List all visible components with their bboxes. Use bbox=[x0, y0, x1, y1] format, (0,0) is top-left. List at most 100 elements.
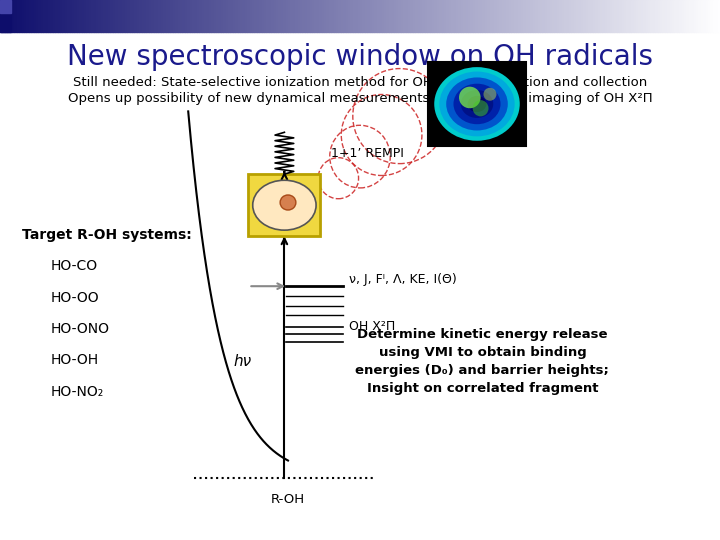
Bar bbox=[264, 0, 266, 32]
Bar bbox=[192, 0, 194, 32]
Bar bbox=[506, 0, 509, 32]
Bar bbox=[684, 0, 686, 32]
Bar bbox=[595, 0, 598, 32]
Bar bbox=[65, 0, 67, 32]
Bar bbox=[53, 0, 55, 32]
Bar bbox=[346, 0, 348, 32]
Bar bbox=[387, 0, 389, 32]
Bar bbox=[238, 0, 240, 32]
Bar bbox=[617, 0, 619, 32]
Bar bbox=[405, 0, 408, 32]
Bar bbox=[466, 0, 468, 32]
Bar bbox=[689, 0, 691, 32]
Bar bbox=[636, 0, 639, 32]
Bar bbox=[523, 0, 526, 32]
Bar bbox=[444, 0, 446, 32]
Bar bbox=[207, 0, 209, 32]
Bar bbox=[547, 0, 549, 32]
Bar bbox=[209, 0, 211, 32]
Bar bbox=[603, 0, 605, 32]
Text: hν: hν bbox=[234, 354, 252, 369]
Ellipse shape bbox=[459, 86, 481, 108]
Bar bbox=[175, 0, 178, 32]
Bar bbox=[480, 0, 482, 32]
Bar bbox=[670, 0, 672, 32]
Text: R-OH: R-OH bbox=[271, 493, 305, 506]
Bar bbox=[509, 0, 511, 32]
Bar bbox=[691, 0, 693, 32]
Bar bbox=[197, 0, 199, 32]
Bar bbox=[581, 0, 583, 32]
Bar bbox=[106, 0, 108, 32]
Bar bbox=[302, 0, 305, 32]
Bar bbox=[48, 0, 50, 32]
Bar bbox=[430, 0, 432, 32]
Bar bbox=[310, 0, 312, 32]
Bar bbox=[657, 0, 660, 32]
Bar bbox=[437, 0, 439, 32]
Bar bbox=[74, 0, 77, 32]
Bar bbox=[646, 0, 648, 32]
Bar bbox=[22, 0, 24, 32]
Bar bbox=[374, 0, 377, 32]
Bar bbox=[696, 0, 698, 32]
Bar bbox=[245, 0, 247, 32]
Bar bbox=[221, 0, 223, 32]
Bar bbox=[189, 0, 192, 32]
Bar bbox=[463, 0, 466, 32]
Bar bbox=[521, 0, 523, 32]
Bar bbox=[482, 0, 485, 32]
Bar bbox=[605, 0, 607, 32]
Bar bbox=[214, 0, 216, 32]
Bar bbox=[351, 0, 353, 32]
Bar bbox=[545, 0, 547, 32]
Bar bbox=[567, 0, 569, 32]
Bar bbox=[336, 0, 338, 32]
Bar bbox=[240, 0, 243, 32]
Bar bbox=[216, 0, 218, 32]
Bar bbox=[300, 0, 302, 32]
Bar bbox=[225, 0, 228, 32]
Ellipse shape bbox=[280, 195, 296, 210]
Bar bbox=[379, 0, 382, 32]
Bar bbox=[362, 0, 365, 32]
Bar bbox=[274, 0, 276, 32]
Bar bbox=[295, 0, 297, 32]
Bar bbox=[187, 0, 189, 32]
Bar bbox=[554, 0, 557, 32]
Bar bbox=[45, 0, 48, 32]
Bar bbox=[516, 0, 518, 32]
Bar bbox=[319, 0, 322, 32]
Bar bbox=[125, 0, 127, 32]
Bar bbox=[343, 0, 346, 32]
Bar bbox=[185, 0, 187, 32]
Bar bbox=[261, 0, 264, 32]
Bar bbox=[511, 0, 513, 32]
Bar bbox=[552, 0, 554, 32]
Bar bbox=[9, 0, 12, 32]
Bar bbox=[446, 0, 449, 32]
Bar bbox=[115, 0, 117, 32]
Bar bbox=[459, 0, 461, 32]
Bar bbox=[706, 0, 708, 32]
Bar bbox=[77, 0, 79, 32]
Bar bbox=[369, 0, 372, 32]
Bar bbox=[434, 0, 437, 32]
Bar bbox=[113, 0, 115, 32]
Bar bbox=[89, 0, 91, 32]
Bar bbox=[333, 0, 336, 32]
Bar bbox=[5, 0, 7, 32]
Ellipse shape bbox=[434, 67, 520, 141]
Bar bbox=[271, 0, 274, 32]
Bar bbox=[84, 0, 86, 32]
Bar bbox=[29, 0, 31, 32]
Bar bbox=[67, 0, 70, 32]
Bar bbox=[235, 0, 238, 32]
Bar bbox=[58, 0, 60, 32]
Bar bbox=[60, 0, 63, 32]
Bar bbox=[389, 0, 391, 32]
Bar bbox=[643, 0, 646, 32]
Bar bbox=[461, 0, 463, 32]
Bar bbox=[665, 0, 667, 32]
Bar bbox=[34, 0, 36, 32]
